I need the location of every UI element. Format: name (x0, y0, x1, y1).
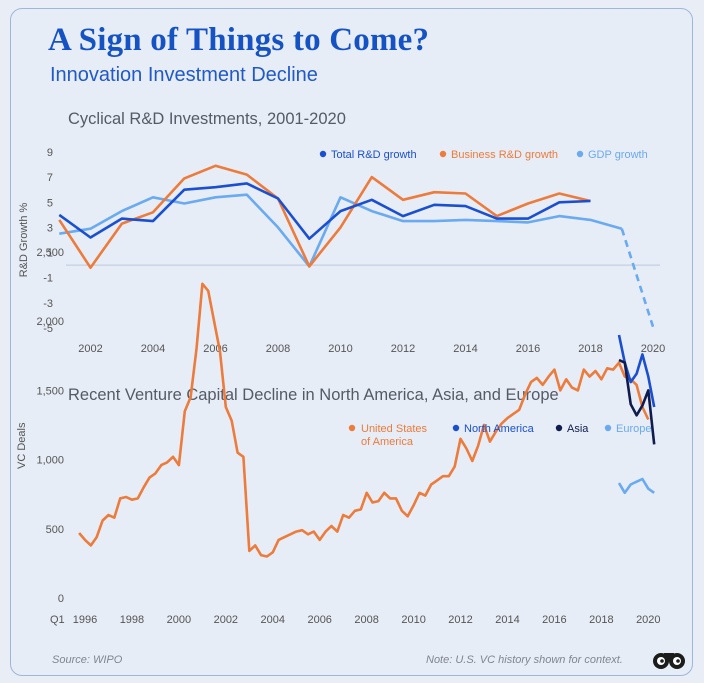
y-tick-label: 7 (47, 172, 53, 184)
legend-label: Total R&D growth (331, 149, 417, 161)
x-tick-label: 1996 (73, 614, 97, 626)
x-prefix-label: Q1 (50, 614, 65, 626)
y-tick-label: 1 (47, 248, 53, 260)
legend-label: North America (464, 423, 535, 435)
x-tick-label: 2006 (307, 614, 331, 626)
y-tick-label: 9 (47, 147, 53, 159)
y-tick-label: -5 (43, 323, 53, 335)
legend-label: United States (361, 423, 428, 435)
y-tick-label: 2,500 (36, 247, 64, 259)
x-tick-label: 2020 (636, 614, 660, 626)
y-tick-label: 0 (58, 593, 64, 605)
series-line-1 (58, 164, 591, 269)
y-tick-label: 1,000 (36, 455, 64, 467)
y-tick-label: 1,500 (36, 385, 64, 397)
y-tick-label: -3 (43, 298, 53, 310)
x-tick-label: 2008 (354, 614, 378, 626)
x-tick-label: 2016 (542, 614, 566, 626)
legend-label: Asia (567, 423, 589, 435)
y-tick-label: 5 (47, 197, 53, 209)
y-tick-label: 500 (46, 524, 64, 536)
x-tick-label: 2004 (261, 614, 285, 626)
x-tick-label: 2012 (448, 614, 472, 626)
legend-marker (348, 424, 356, 432)
x-tick-label: 2004 (141, 343, 165, 355)
legend-marker (439, 150, 447, 158)
y-axis-label: R&D Growth % (18, 202, 30, 277)
legend-label: GDP growth (588, 149, 648, 161)
y-tick-label: 2,000 (36, 316, 64, 328)
binoculars-logo-icon (653, 653, 685, 669)
x-tick-label: 2018 (578, 343, 602, 355)
series-line-europe (617, 477, 655, 495)
x-tick-label: 2014 (453, 343, 477, 355)
x-tick-label: 2016 (516, 343, 540, 355)
legend-label: Business R&D growth (451, 149, 558, 161)
x-tick-label: 2002 (78, 343, 102, 355)
x-tick-label: 2020 (641, 343, 665, 355)
page-title: A Sign of Things to Come? (48, 22, 430, 58)
x-tick-label: 2010 (401, 614, 425, 626)
x-tick-label: 2018 (589, 614, 613, 626)
series-line-0 (58, 182, 591, 240)
series-line-united-states (78, 282, 650, 558)
source-note: Source: WIPO (52, 654, 123, 666)
y-axis-label: VC Deals (16, 422, 28, 469)
legend-label: Europe (616, 423, 651, 435)
y-tick-label: -1 (43, 273, 53, 285)
x-tick-label: 2014 (495, 614, 519, 626)
legend-marker (555, 424, 563, 432)
x-tick-label: 2002 (214, 614, 238, 626)
page-subtitle: Innovation Investment Decline (50, 64, 318, 86)
series-line-asia (618, 358, 656, 445)
x-tick-label: 2000 (167, 614, 191, 626)
rd-chart: 9 7 5 3 1 -1 -3 -5 2002 2004 2006 2008 2010 2012 2014 2… (18, 147, 665, 355)
legend-marker (604, 424, 612, 432)
chart1-title: Cyclical R&D Investments, 2001-2020 (68, 110, 346, 128)
legend-marker (319, 150, 327, 158)
y-tick-label: 3 (47, 222, 53, 234)
legend-marker (576, 150, 584, 158)
x-tick-label: 2008 (266, 343, 290, 355)
context-note: Note: U.S. VC history shown for context. (426, 654, 623, 666)
legend-label: of America (361, 436, 414, 448)
x-tick-label: 2010 (328, 343, 352, 355)
x-tick-label: 2006 (203, 343, 227, 355)
legend-marker (452, 424, 460, 432)
series-line-gdp-growth-projected (620, 228, 655, 328)
x-tick-label: 1998 (120, 614, 144, 626)
series-line-gdp-growth (59, 193, 623, 268)
x-tick-label: 2012 (391, 343, 415, 355)
infographic-card (10, 8, 693, 676)
vc-chart: 2,500 2,000 1,500 1,000 500 0 Q1 1996 1998 2000 20… (16, 247, 661, 626)
